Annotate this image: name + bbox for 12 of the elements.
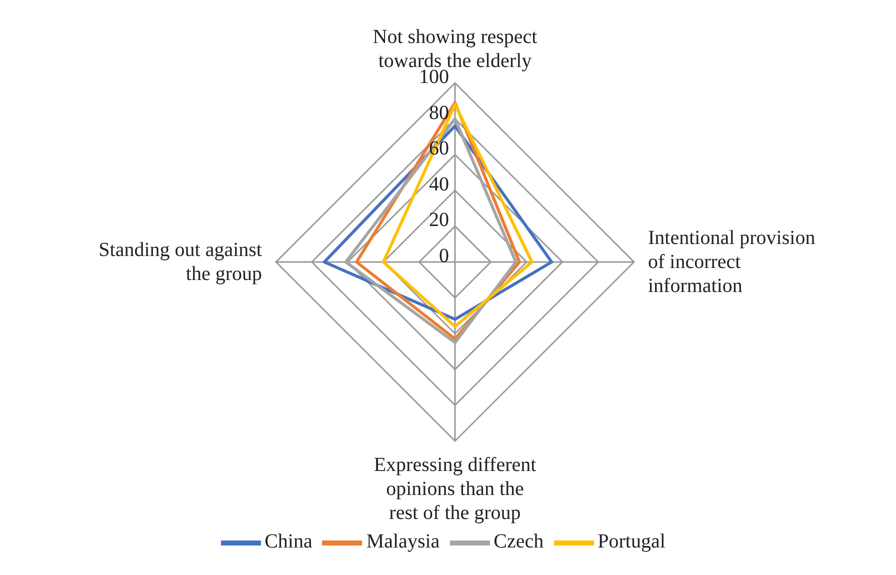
spoke-label: Intentional provision of incorrect information: [648, 227, 816, 297]
y-tick-label: 0: [439, 245, 449, 267]
spoke-label: Standing out against the group: [98, 239, 262, 285]
y-tick-label: 80: [429, 102, 449, 124]
y-tick-label: 40: [429, 173, 449, 196]
legend-label: Czech: [494, 530, 544, 553]
y-tick-label: 20: [429, 209, 449, 232]
spoke-label: Expressing different opinions than the rest of the group: [374, 454, 537, 524]
y-tick-label: 100: [419, 66, 449, 88]
legend-label: China: [264, 530, 312, 553]
legend-label: Malaysia: [366, 530, 440, 553]
legend-label: Portugal: [598, 530, 666, 553]
